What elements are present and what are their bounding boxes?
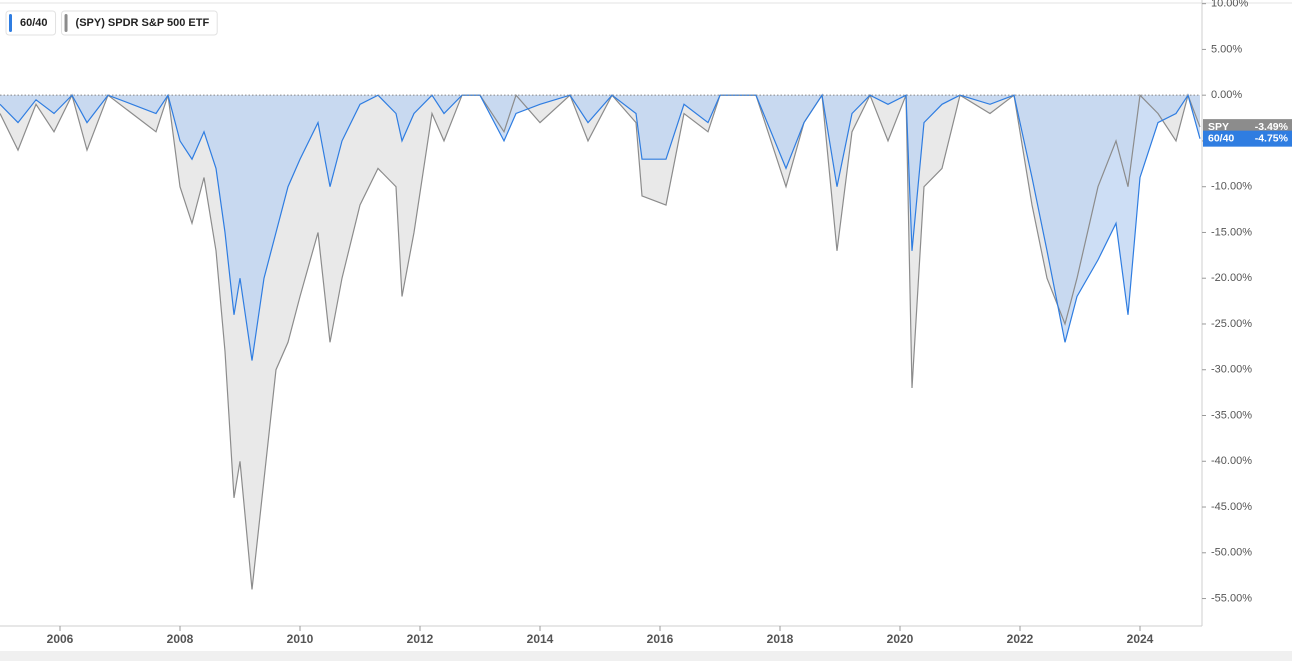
area: [0, 95, 1200, 361]
end-badge-name: 60/40: [1208, 132, 1234, 144]
y-tick-label: -55.00%: [1211, 592, 1252, 604]
legend-item[interactable]: (SPY) SPDR S&P 500 ETF: [61, 10, 218, 36]
y-tick-label: 0.00%: [1211, 89, 1242, 101]
legend-item[interactable]: 60/40: [5, 10, 57, 36]
y-tick-label: -20.00%: [1211, 272, 1252, 284]
x-tick-label: 2006: [47, 632, 74, 646]
y-tick-label: -40.00%: [1211, 455, 1252, 467]
x-tick-label: 2010: [287, 632, 314, 646]
y-tick-label: 5.00%: [1211, 43, 1242, 55]
y-tick-label: -15.00%: [1211, 226, 1252, 238]
legend-label: 60/40: [20, 17, 48, 29]
bottom-strip: [0, 651, 1292, 661]
x-tick-label: 2020: [887, 632, 914, 646]
end-badge-name: SPY: [1208, 121, 1229, 133]
y-tick-label: 10.00%: [1211, 0, 1249, 10]
x-tick-label: 2012: [407, 632, 434, 646]
y-tick-label: -25.00%: [1211, 318, 1252, 330]
legend-swatch: [64, 14, 68, 32]
legend-swatch: [9, 14, 12, 32]
legend-label: (SPY) SPDR S&P 500 ETF: [76, 17, 210, 29]
y-tick-label: -35.00%: [1211, 409, 1252, 421]
area: [0, 95, 1200, 590]
x-tick-label: 2024: [1127, 632, 1154, 646]
line: [0, 93, 1201, 361]
legend-box: [61, 10, 218, 36]
x-tick-label: 2022: [1007, 632, 1034, 646]
end-badge-value: -3.49%: [1255, 121, 1289, 133]
x-tick-label: 2014: [527, 632, 554, 646]
legend: 60/40 (SPY) SPDR S&P 500 ETF: [5, 10, 218, 36]
y-tick-label: -45.00%: [1211, 501, 1252, 513]
x-tick-label: 2008: [167, 632, 194, 646]
lines: [0, 93, 1201, 590]
x-tick-label: 2016: [647, 632, 674, 646]
end-badge-value: -4.75%: [1255, 132, 1289, 144]
end-badge: [1203, 130, 1292, 147]
axes: 10.00%5.00%0.00%-5.00%-10.00%-15.00%-20.…: [0, 0, 1292, 646]
areas: [0, 95, 1200, 590]
y-tick-label: -30.00%: [1211, 364, 1252, 376]
y-tick-label: -50.00%: [1211, 547, 1252, 559]
legend-box: [5, 10, 57, 36]
y-tick-label: -10.00%: [1211, 181, 1252, 193]
x-tick-label: 2018: [767, 632, 794, 646]
